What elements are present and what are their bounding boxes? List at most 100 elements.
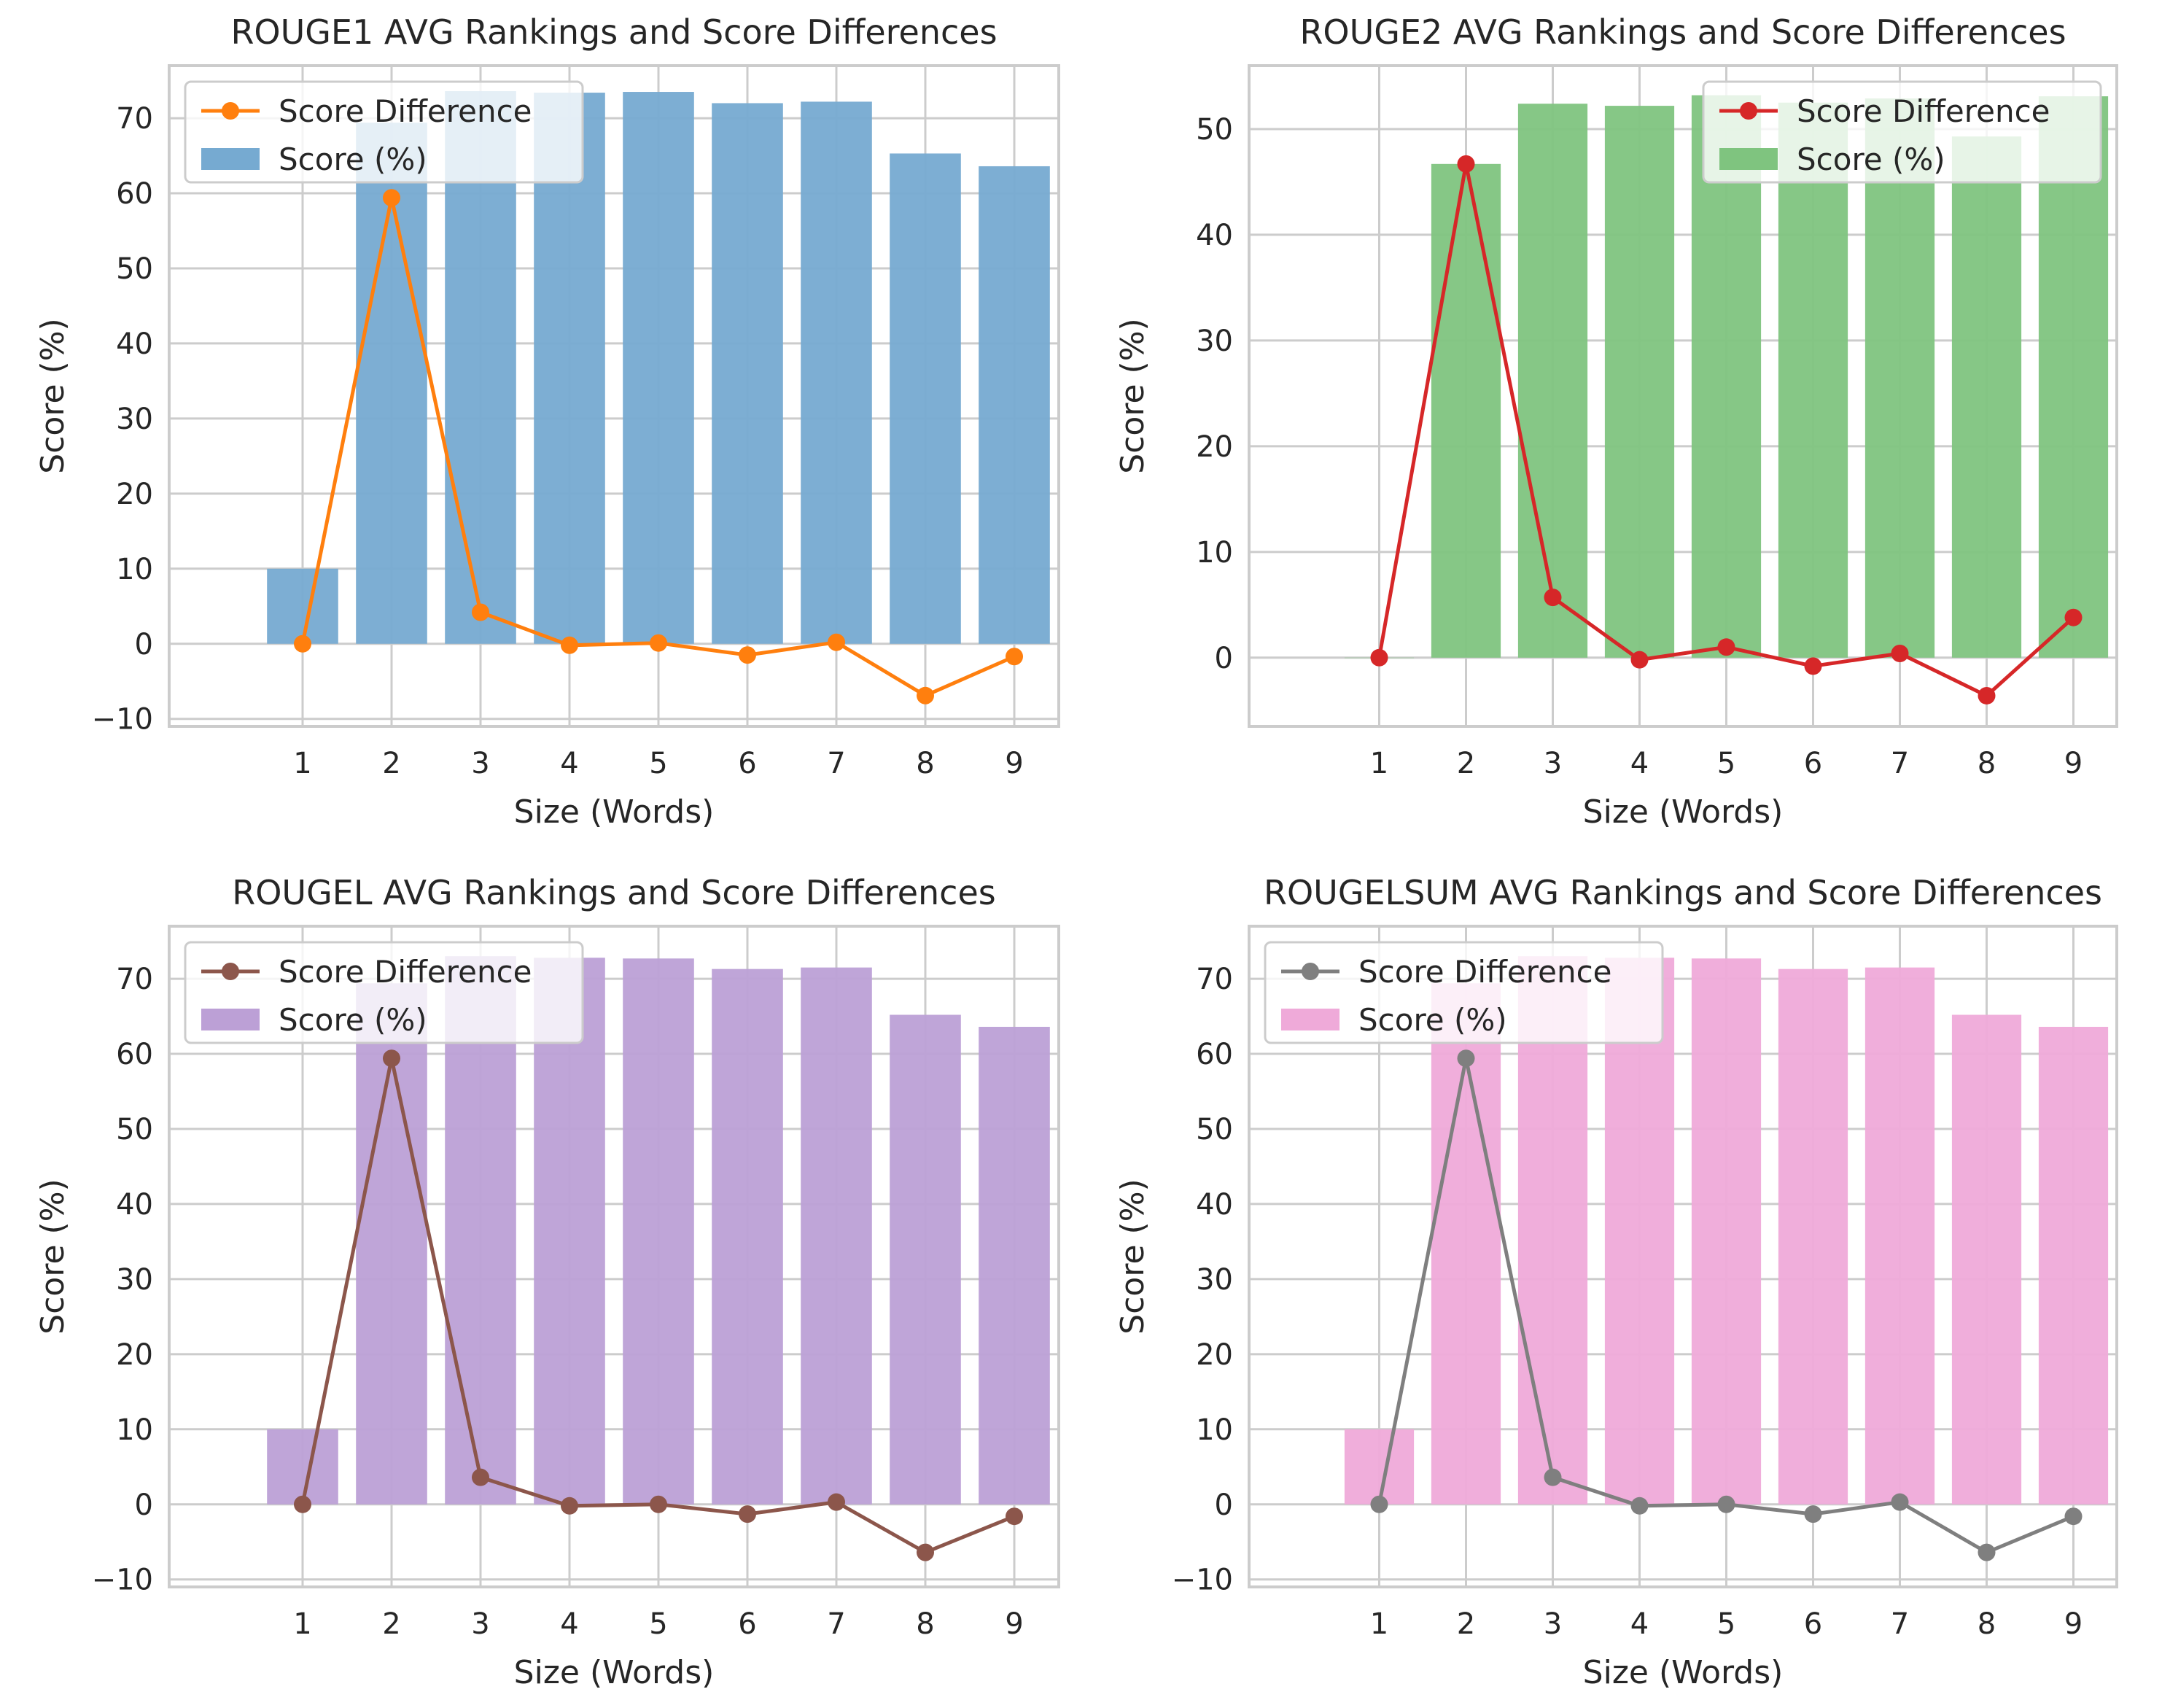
y-tick-label: 20: [1196, 430, 1233, 464]
legend-box: [184, 80, 584, 184]
bar-6: [1778, 102, 1848, 658]
y-axis-label: Score (%): [1114, 1179, 1151, 1334]
bar-9: [979, 1026, 1050, 1505]
score-difference-point-6: [1804, 657, 1822, 675]
x-axis-label: Size (Words): [1583, 1654, 1784, 1691]
legend: Score Difference Score (%): [1702, 80, 2102, 184]
y-tick-label: 50: [1196, 113, 1233, 147]
bar-8: [1951, 136, 2022, 658]
legend-bar-swatch: [1719, 148, 1778, 170]
x-tick-label: 3: [1544, 747, 1562, 780]
bar-6: [1778, 968, 1848, 1505]
x-tick-label: 5: [1717, 747, 1735, 780]
x-tick-label: 1: [293, 747, 311, 780]
y-tick-label: 0: [1215, 1488, 1233, 1522]
legend-marker-swatch: [222, 963, 239, 980]
score-difference-point-5: [1717, 638, 1735, 656]
legend-label-score-difference: Score Difference: [279, 954, 532, 990]
score-difference-point-8: [917, 1543, 934, 1561]
y-tick-label: 30: [1196, 325, 1233, 358]
y-tick-label: 20: [1196, 1338, 1233, 1372]
x-tick-label: 6: [1804, 747, 1822, 780]
plot-frame: [168, 925, 1060, 1588]
score-difference-point-2: [1457, 1049, 1475, 1068]
score-difference-point-3: [1544, 589, 1562, 607]
bar-5: [623, 958, 694, 1505]
x-tick-label: 6: [1804, 1607, 1822, 1641]
x-tick-label: 3: [1544, 1607, 1562, 1641]
bar-6: [712, 968, 783, 1505]
y-tick-label: 30: [116, 1263, 153, 1297]
y-tick-label: 0: [135, 628, 153, 661]
bar-5: [1691, 95, 1762, 658]
y-tick-label: 10: [1196, 536, 1233, 570]
chart-title: ROUGEL AVG Rankings and Score Difference…: [232, 873, 995, 912]
score-difference-point-2: [1457, 155, 1475, 173]
score-difference-point-8: [1978, 1543, 1996, 1561]
x-tick-label: 4: [1630, 747, 1649, 780]
bar-3: [445, 956, 516, 1505]
legend-label-score-difference: Score Difference: [1358, 954, 1612, 990]
x-axis-label: Size (Words): [1583, 793, 1784, 831]
x-tick-label: 9: [1005, 1607, 1023, 1641]
score-difference-point-5: [650, 634, 667, 652]
legend: Score Difference Score (%): [184, 80, 584, 184]
y-tick-label: 20: [116, 478, 153, 511]
legend-label-score-difference: Score Difference: [279, 93, 532, 129]
chart-title: ROUGE2 AVG Rankings and Score Difference…: [1299, 12, 2066, 52]
legend-marker-swatch: [1740, 102, 1757, 120]
y-tick-label: 30: [1196, 1263, 1233, 1297]
y-tick-label: 60: [116, 177, 153, 211]
score-difference-point-4: [1630, 1497, 1649, 1515]
x-axis-label: Size (Words): [514, 793, 715, 831]
legend-label-score: Score (%): [279, 141, 427, 177]
score-difference-point-7: [1891, 644, 1909, 662]
bar-5: [1691, 958, 1762, 1505]
score-difference-point-2: [383, 189, 400, 207]
y-tick-label: 40: [1196, 1188, 1233, 1222]
x-tick-label: 8: [1978, 747, 1996, 780]
bar-9: [979, 166, 1050, 644]
score-difference-point-9: [2064, 1507, 2083, 1526]
x-tick-label: 2: [1457, 1607, 1475, 1641]
legend: Score Difference Score (%): [1264, 941, 1664, 1044]
bar-4: [534, 93, 605, 644]
x-tick-label: 5: [1717, 1607, 1735, 1641]
x-tick-label: 2: [1457, 747, 1475, 780]
legend-box: [1264, 941, 1664, 1044]
y-tick-label: 50: [1196, 1113, 1233, 1146]
bar-2: [1431, 983, 1501, 1505]
plot-frame: [1248, 64, 2118, 728]
bar-9: [2038, 1026, 2109, 1505]
score-difference-point-8: [1978, 686, 1996, 704]
score-difference-point-9: [1006, 1507, 1023, 1526]
legend-marker-swatch: [1302, 963, 1319, 980]
x-tick-label: 4: [560, 1607, 578, 1641]
x-tick-label: 6: [738, 1607, 756, 1641]
x-tick-label: 7: [1891, 1607, 1909, 1641]
x-tick-label: 4: [560, 747, 578, 780]
chart-title: ROUGE1 AVG Rankings and Score Difference…: [230, 12, 997, 52]
bar-8: [890, 153, 961, 644]
x-tick-label: 4: [1630, 1607, 1649, 1641]
score-difference-point-5: [650, 1495, 667, 1513]
x-tick-label: 2: [382, 1607, 400, 1641]
y-axis-label: Score (%): [34, 1179, 71, 1334]
legend-label-score: Score (%): [1797, 141, 1945, 177]
y-axis-label: Score (%): [1114, 318, 1151, 473]
y-tick-label: 30: [116, 403, 153, 436]
score-difference-point-9: [2064, 608, 2083, 626]
x-tick-label: 7: [1891, 747, 1909, 780]
y-axis-label: Score (%): [34, 318, 71, 473]
x-tick-label: 7: [827, 747, 845, 780]
x-tick-label: 9: [1005, 747, 1023, 780]
y-tick-label: 10: [1196, 1413, 1233, 1447]
bar-2: [356, 983, 427, 1505]
score-difference-point-1: [1370, 1495, 1388, 1513]
bar-1: [1344, 1429, 1415, 1505]
plot-frame: [168, 64, 1060, 728]
score-difference-point-5: [1717, 1495, 1735, 1513]
y-tick-label: 70: [116, 102, 153, 136]
score-difference-point-3: [472, 603, 489, 621]
